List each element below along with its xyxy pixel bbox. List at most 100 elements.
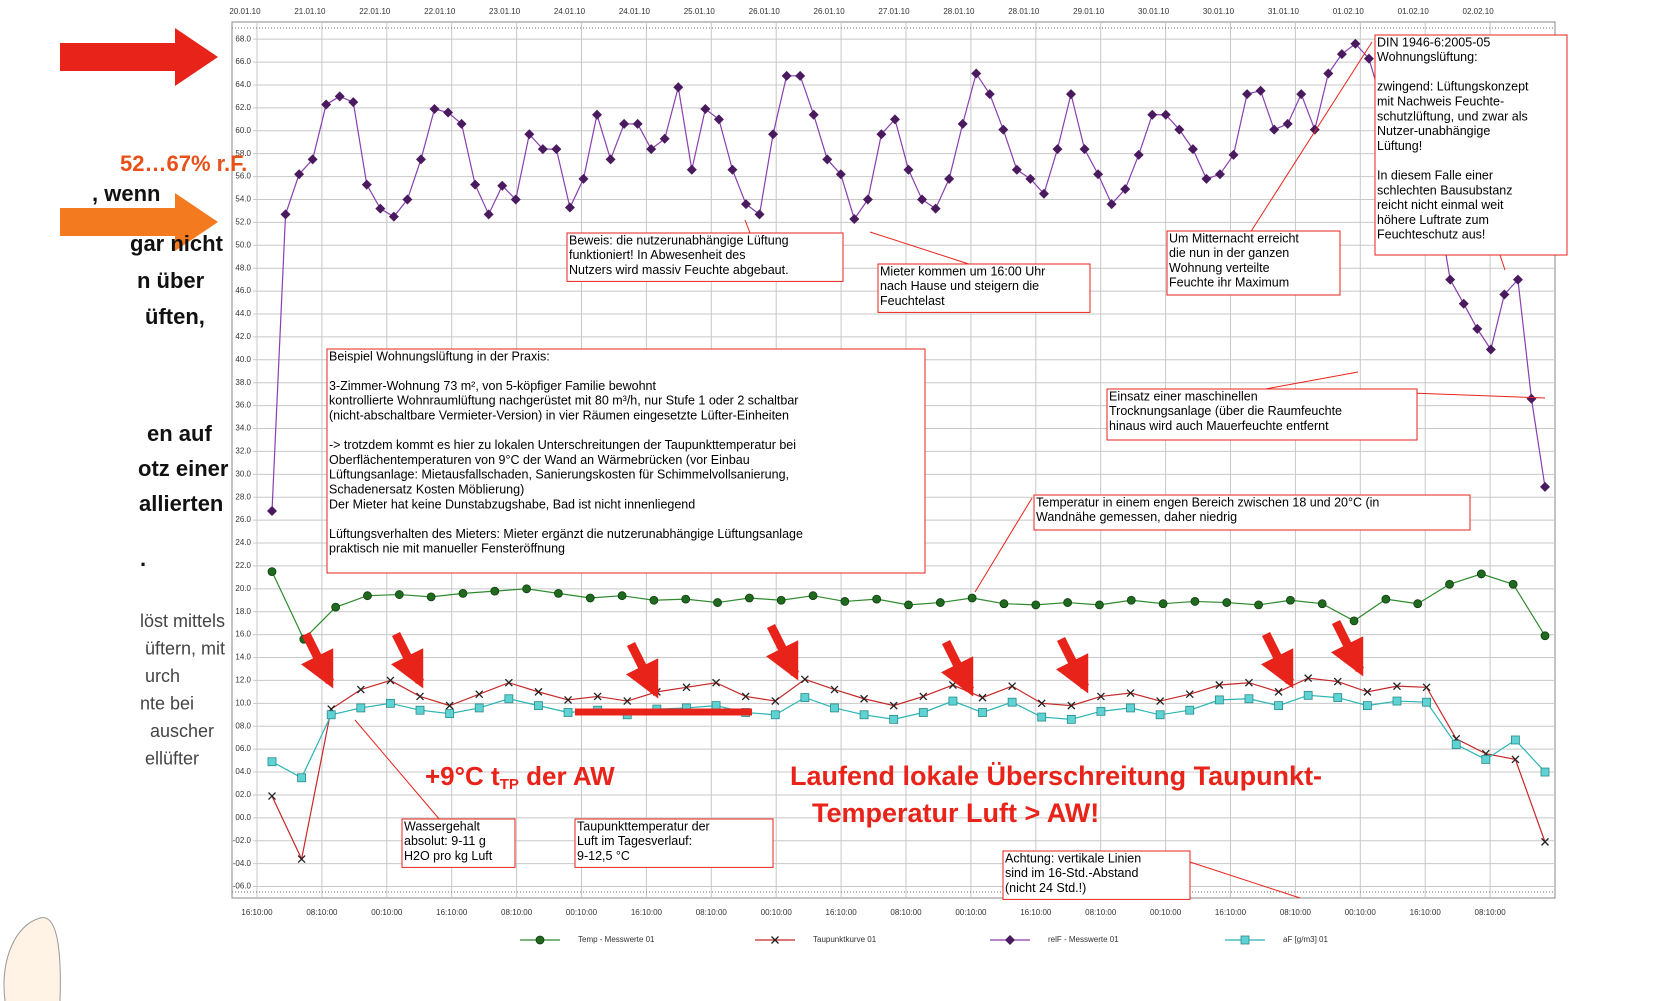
y-tick-label: 50.0 — [235, 240, 251, 249]
point — [1512, 274, 1523, 285]
point — [1540, 631, 1550, 641]
point — [1508, 579, 1518, 589]
point — [971, 68, 982, 79]
annotation-box — [1106, 388, 1418, 441]
annotation-text: Feuchteschutz aus! — [1377, 228, 1485, 242]
point — [1485, 344, 1496, 355]
annotation-text: 9-12,5 °C — [577, 849, 630, 863]
annotation-text: Wassergehalt — [404, 819, 480, 833]
annotation-box — [1374, 34, 1568, 256]
point — [474, 703, 484, 713]
annotation-text: funktioniert! In Abwesenheit des — [569, 248, 746, 262]
point — [524, 129, 535, 140]
annotation-text: Feuchtelast — [880, 294, 945, 308]
point — [1458, 298, 1469, 309]
point — [1511, 755, 1520, 764]
point — [1120, 184, 1131, 195]
point — [741, 692, 750, 701]
x-tick-label: 08:10:00 — [890, 908, 922, 917]
x-tick-label-top: 01.02.10 — [1333, 7, 1365, 16]
x-tick-label: 00:10:00 — [955, 908, 987, 917]
annotation-text: Der Mieter hat keine Dunstabzugshabe, Ba… — [329, 497, 695, 511]
point — [334, 91, 345, 102]
point — [1008, 682, 1017, 691]
point — [1011, 164, 1022, 175]
point — [830, 685, 839, 694]
point — [1067, 701, 1076, 710]
annotation-text: kontrollierte Wohnraumlüftung nachgerüst… — [329, 394, 798, 408]
x-tick-label: 08:10:00 — [501, 908, 533, 917]
point — [1037, 712, 1047, 722]
x-tick-label: 00:10:00 — [1345, 908, 1377, 917]
point — [1160, 109, 1171, 120]
point — [1222, 598, 1232, 607]
point — [1350, 38, 1361, 49]
y-tick-label: 14.0 — [235, 653, 251, 662]
point — [623, 697, 632, 706]
point — [326, 710, 336, 720]
y-tick-label: 16.0 — [235, 630, 251, 639]
point — [1190, 597, 1200, 606]
y-tick-label: 54.0 — [235, 195, 251, 204]
slide-text: auscher — [150, 721, 214, 741]
x-tick-label-top: 21.01.10 — [294, 7, 326, 16]
slide-text: allierten — [139, 491, 223, 516]
point — [712, 678, 721, 687]
legend-label: Temp - Messwerte 01 — [578, 935, 655, 944]
x-tick-label: 16:10:00 — [631, 908, 663, 917]
pointer-arrow — [626, 641, 660, 699]
slide-arrows — [3, 28, 218, 1001]
point — [268, 792, 276, 801]
annotation-text: Nutzers wird massiv Feuchte abgebaut. — [569, 263, 789, 277]
point — [1126, 689, 1135, 697]
x-tick-label-top: 23.01.10 — [489, 7, 521, 16]
annotation-text: Trocknungsanlage (über die Raumfeuchte — [1109, 404, 1342, 418]
point — [673, 82, 684, 93]
egg-drawing — [3, 917, 61, 1001]
callout-part: +9°C t — [425, 761, 500, 791]
annotation-text: Temperatur in einem engen Bereich zwisch… — [1036, 495, 1379, 509]
x-tick-label-top: 30.01.10 — [1138, 7, 1170, 16]
point — [445, 701, 454, 710]
annotation-text: Einsatz einer maschinellen — [1109, 389, 1258, 403]
point — [822, 154, 833, 165]
point — [1214, 169, 1225, 180]
x-tick-label: 16:10:00 — [436, 908, 468, 917]
point — [1244, 678, 1253, 687]
leader-line — [974, 497, 1033, 593]
y-tick-label: -06.0 — [233, 882, 252, 891]
point — [331, 602, 341, 612]
point — [1158, 599, 1168, 609]
point — [593, 692, 602, 701]
callout-text: Temperatur Luft > AW! — [812, 798, 1099, 828]
point — [659, 133, 670, 144]
point — [1007, 697, 1017, 707]
y-tick-label: 66.0 — [235, 57, 251, 66]
y-tick-label: 64.0 — [235, 80, 251, 89]
y-tick-label: 04.0 — [235, 767, 251, 776]
point — [1451, 740, 1461, 749]
point — [1381, 594, 1391, 604]
point — [1187, 144, 1198, 155]
point — [1096, 706, 1106, 716]
point — [510, 194, 521, 205]
x-tick-label: 00:10:00 — [371, 908, 403, 917]
point — [917, 194, 928, 205]
y-tick-label: 10.0 — [235, 698, 251, 707]
point — [1541, 837, 1549, 846]
annotation-text: (nicht-abschaltbare Vermieter-Version) i… — [329, 408, 789, 422]
callout-part: TP — [500, 776, 519, 793]
leader-line — [869, 231, 976, 267]
point — [363, 591, 372, 601]
point — [1038, 188, 1049, 199]
point — [957, 118, 968, 129]
annotation-text: Lüftung! — [1377, 139, 1422, 153]
point — [872, 594, 882, 604]
annotation-box — [566, 232, 844, 282]
point — [1445, 274, 1456, 285]
point — [490, 586, 500, 596]
point — [808, 109, 819, 120]
annotation-text: Wandnähe gemessen, daher niedrig — [1036, 510, 1237, 524]
legend-label: aF [g/m3] 01 — [1283, 935, 1328, 944]
